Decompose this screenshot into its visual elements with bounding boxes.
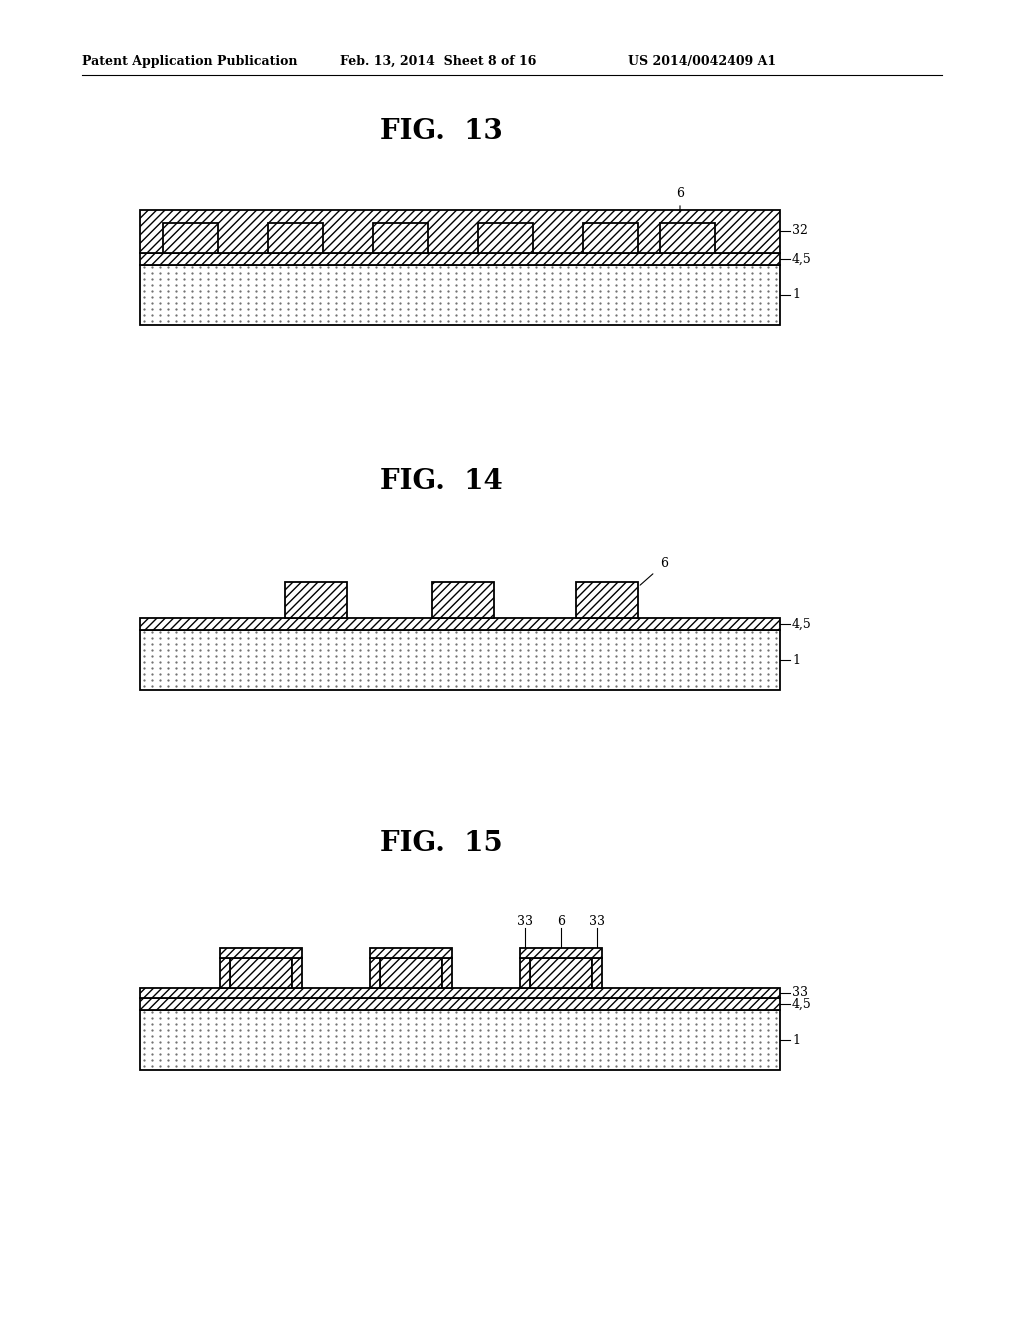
- Bar: [220, 958, 230, 987]
- Text: 4,5: 4,5: [792, 618, 812, 631]
- Bar: [520, 958, 530, 987]
- Bar: [268, 223, 323, 253]
- Text: US 2014/0042409 A1: US 2014/0042409 A1: [628, 55, 776, 69]
- Text: FIG.  15: FIG. 15: [380, 830, 503, 857]
- Bar: [292, 958, 302, 987]
- Bar: [520, 948, 602, 958]
- Bar: [380, 958, 442, 987]
- Bar: [140, 987, 780, 998]
- Text: FIG.  13: FIG. 13: [380, 117, 503, 145]
- Text: 6: 6: [660, 557, 668, 570]
- Bar: [140, 210, 780, 253]
- Text: FIG.  14: FIG. 14: [380, 469, 503, 495]
- Text: Feb. 13, 2014  Sheet 8 of 16: Feb. 13, 2014 Sheet 8 of 16: [340, 55, 537, 69]
- Bar: [140, 998, 780, 1010]
- Text: 1: 1: [792, 1034, 800, 1047]
- Bar: [432, 582, 494, 618]
- Bar: [220, 948, 302, 958]
- Text: 32: 32: [792, 224, 808, 238]
- Text: 4,5: 4,5: [792, 998, 812, 1011]
- Bar: [370, 948, 452, 958]
- Bar: [140, 265, 780, 325]
- Bar: [140, 1010, 780, 1071]
- Bar: [163, 223, 218, 253]
- Bar: [373, 223, 428, 253]
- Text: 33: 33: [589, 915, 605, 928]
- Bar: [592, 958, 602, 987]
- Text: 4,5: 4,5: [792, 252, 812, 265]
- Text: 1: 1: [792, 289, 800, 301]
- Bar: [660, 223, 715, 253]
- Text: 6: 6: [557, 915, 565, 928]
- Bar: [285, 582, 347, 618]
- Text: 1: 1: [792, 653, 800, 667]
- Bar: [530, 958, 592, 987]
- Bar: [370, 958, 380, 987]
- Text: Patent Application Publication: Patent Application Publication: [82, 55, 298, 69]
- Bar: [478, 223, 534, 253]
- Bar: [583, 223, 638, 253]
- Bar: [140, 253, 780, 265]
- Text: 33: 33: [792, 986, 808, 999]
- Bar: [140, 618, 780, 630]
- Bar: [442, 958, 452, 987]
- Bar: [230, 958, 292, 987]
- Bar: [575, 582, 638, 618]
- Text: 6: 6: [676, 187, 684, 201]
- Bar: [140, 630, 780, 690]
- Text: 33: 33: [517, 915, 534, 928]
